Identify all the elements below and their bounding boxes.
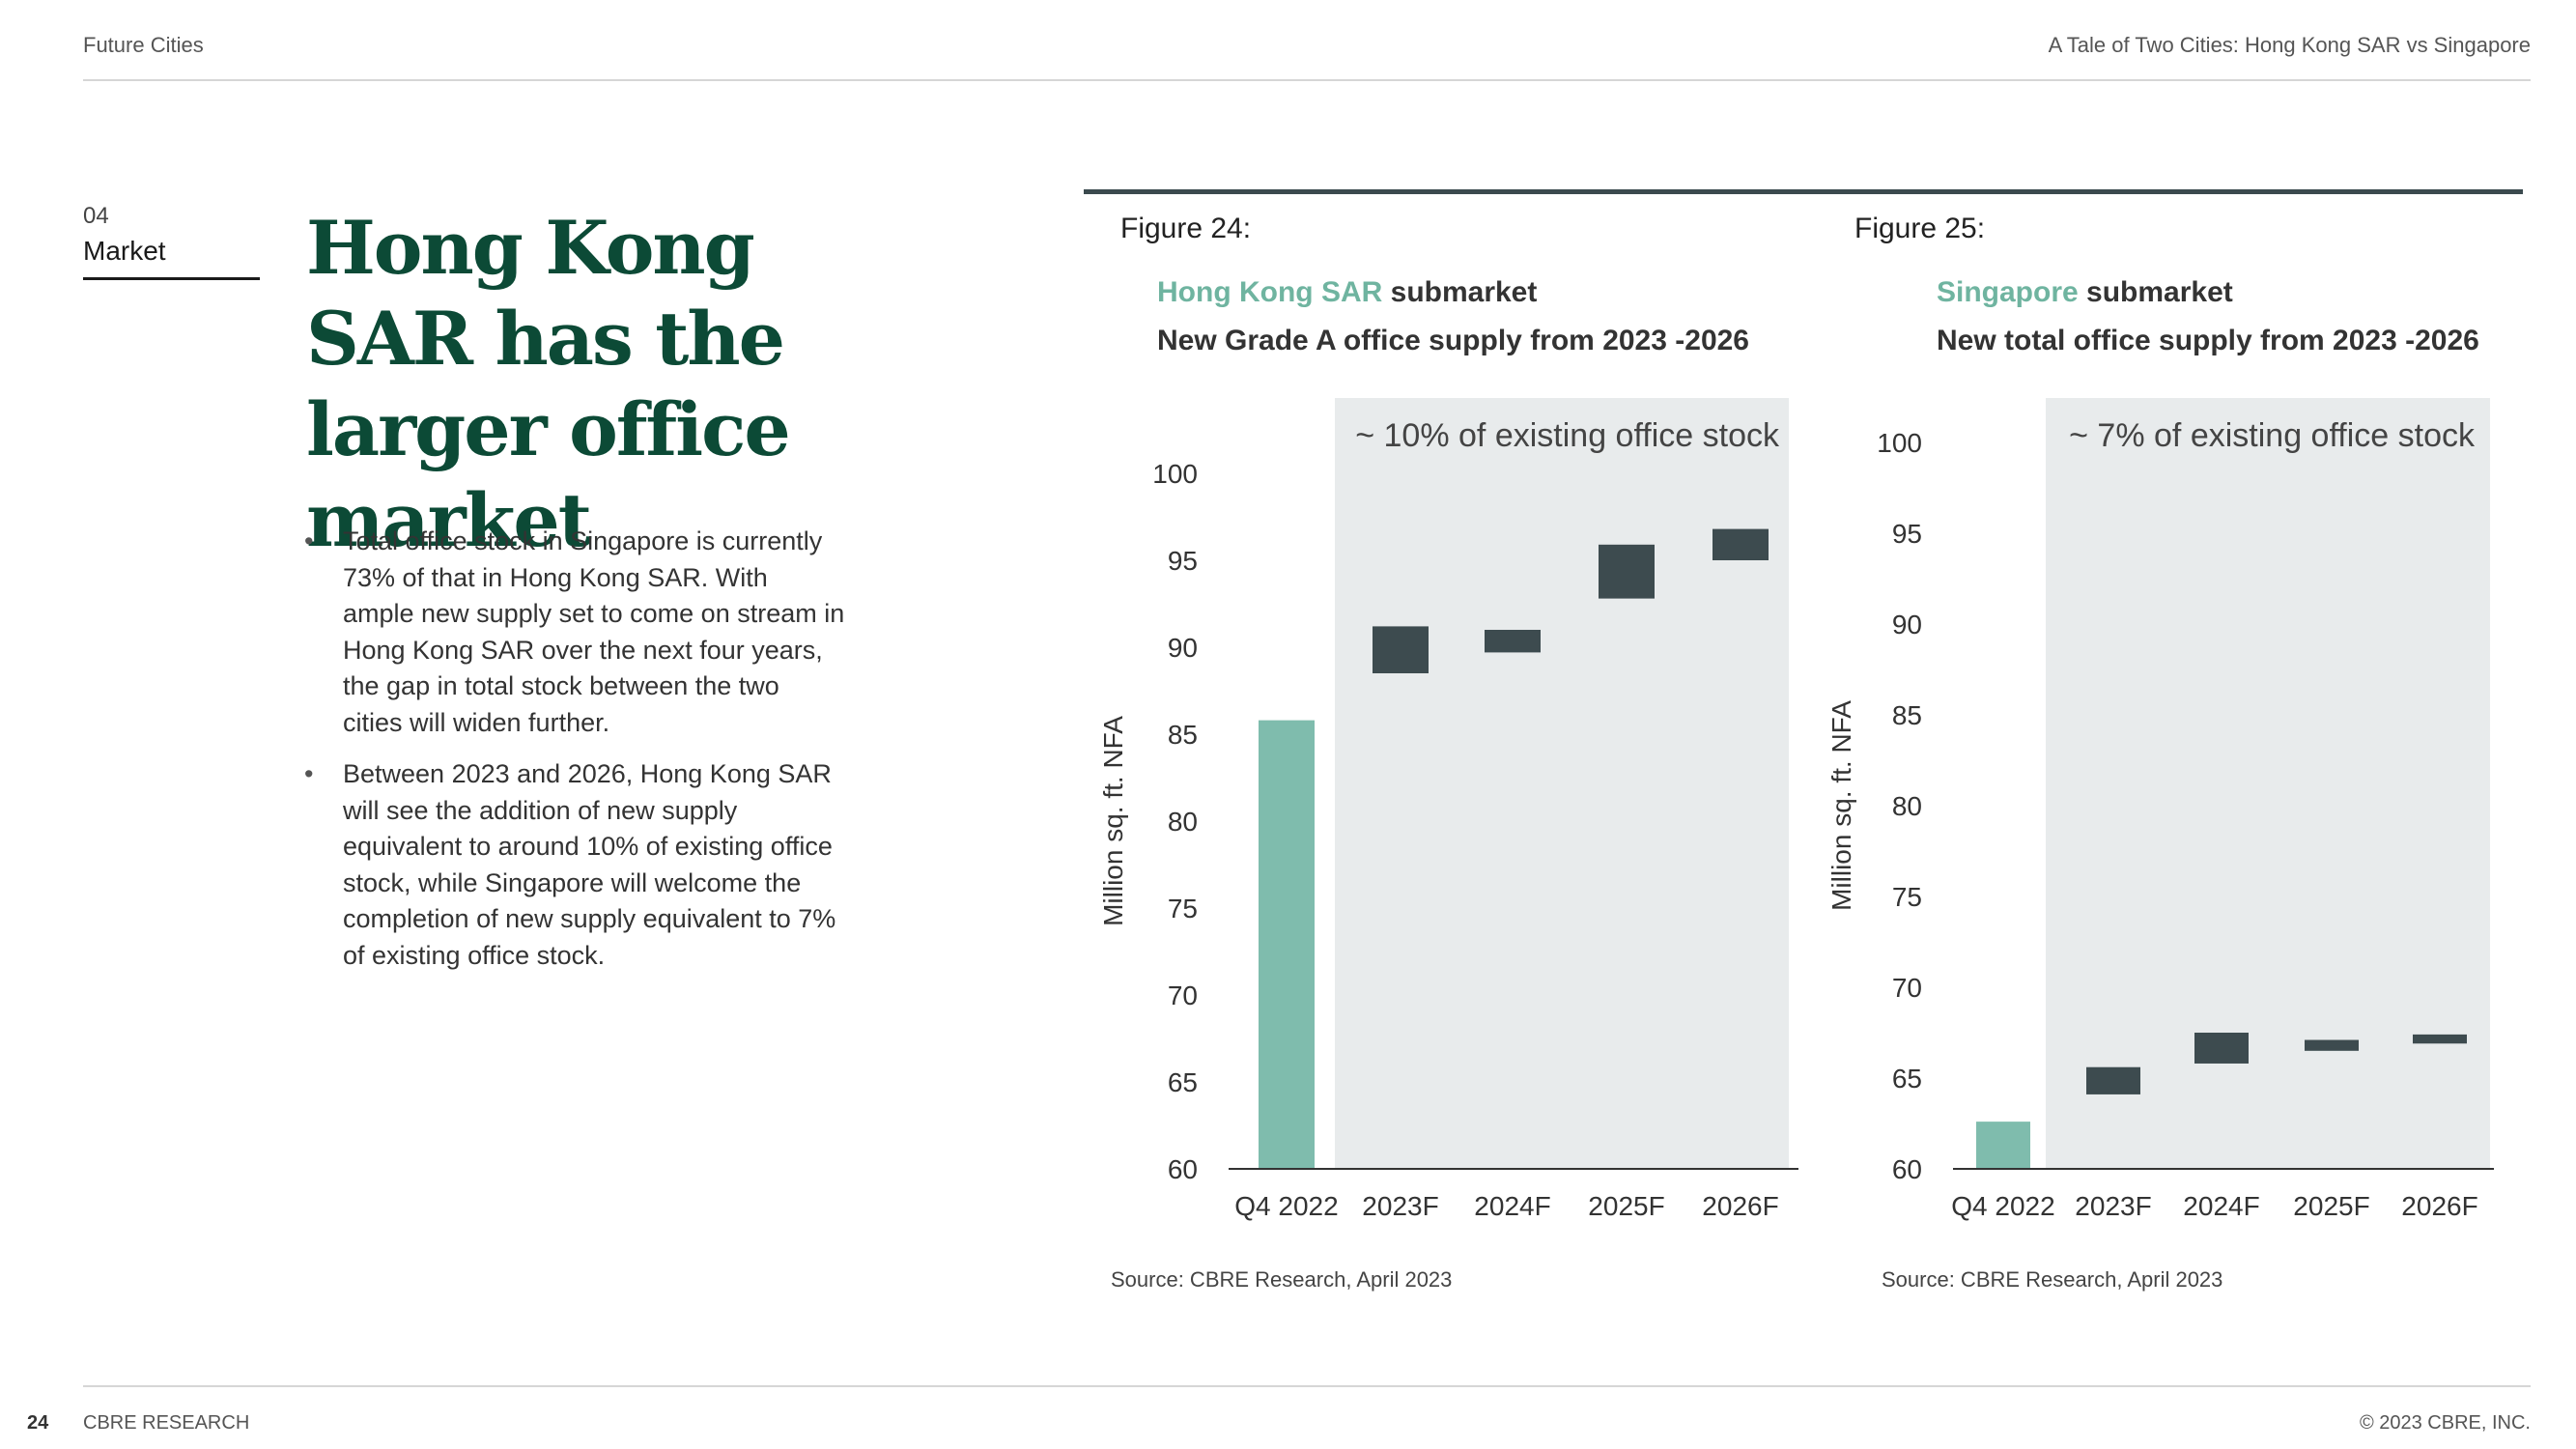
figure-25-subtitle-accent: Singapore <box>1937 276 2079 308</box>
bar-increment <box>1713 528 1769 560</box>
x-tick-label: Q4 2022 <box>1951 1191 2054 1221</box>
chart-annotation: ~ 7% of existing office stock <box>2069 417 2476 454</box>
y-tick-label: 90 <box>1168 633 1198 663</box>
bullet-item: Between 2023 and 2026, Hong Kong SAR wil… <box>304 756 845 974</box>
figure-24-label: Figure 24: <box>1120 213 1252 244</box>
figure-24-source: Source: CBRE Research, April 2023 <box>1111 1267 1453 1292</box>
sg-supply-chart: ~ 7% of existing office stock 60 65 70 75 80 8… <box>1826 398 2494 1221</box>
page-title: Hong Kong SAR has the larger office mark… <box>306 205 791 563</box>
header-divider <box>83 79 2531 81</box>
x-tick-label: 2025F <box>2293 1191 2369 1221</box>
figure-25-subtitle: Singapore submarket <box>1937 276 2233 309</box>
y-tick-label: 85 <box>1892 700 1922 730</box>
bar-increment <box>1373 626 1429 673</box>
figure-25-source: Source: CBRE Research, April 2023 <box>1882 1267 2223 1292</box>
figure-24-subtitle-accent: Hong Kong SAR <box>1157 276 1383 308</box>
x-tick-label: 2023F <box>1362 1191 1438 1221</box>
chart-annotation: ~ 10% of existing office stock <box>1355 417 1780 454</box>
figure-24-subtitle2: New Grade A office supply from 2023 -202… <box>1157 325 1749 356</box>
y-tick-label: 75 <box>1892 882 1922 912</box>
x-tick-label: 2026F <box>1702 1191 1778 1221</box>
y-tick-label: 95 <box>1168 546 1198 576</box>
forecast-shade <box>2046 398 2490 1169</box>
y-tick-label: 90 <box>1892 610 1922 639</box>
y-tick-label: 70 <box>1168 980 1198 1010</box>
y-tick-label: 100 <box>1877 428 1922 458</box>
figure-25-subtitle-rest: submarket <box>2078 276 2233 308</box>
x-tick-label: 2026F <box>2401 1191 2477 1221</box>
figure-24-subtitle: Hong Kong SAR submarket <box>1157 276 1537 309</box>
hk-supply-chart: ~ 10% of existing office stock 60 65 70 75 80… <box>1098 398 1798 1221</box>
figure-25-label: Figure 25: <box>1854 213 1986 244</box>
figure-25-subtitle2: New total office supply from 2023 -2026 <box>1937 325 2479 356</box>
bar-increment <box>2413 1034 2467 1044</box>
y-tick-label: 100 <box>1152 459 1198 489</box>
x-tick-label: 2024F <box>2183 1191 2259 1221</box>
bullet-item: Total office stock in Singapore is curre… <box>304 524 845 741</box>
y-tick-label: 80 <box>1892 791 1922 821</box>
footer-brand: CBRE RESEARCH <box>83 1412 250 1434</box>
x-tick-label: 2025F <box>1588 1191 1664 1221</box>
y-tick-label: 85 <box>1168 720 1198 750</box>
figures-top-rule <box>1084 189 2523 194</box>
section-number: 04 <box>83 203 109 229</box>
y-tick-label: 75 <box>1168 894 1198 923</box>
footer-copyright: © 2023 CBRE, INC. <box>2359 1412 2531 1434</box>
section-underline <box>83 277 260 280</box>
y-tick-label: 70 <box>1892 973 1922 1003</box>
footer-divider <box>83 1385 2531 1387</box>
y-tick-label: 65 <box>1892 1064 1922 1094</box>
bullet-list: Total office stock in Singapore is curre… <box>304 524 845 989</box>
y-axis-label: Million sq. ft. NFA <box>1826 700 1856 911</box>
y-tick-label: 80 <box>1168 807 1198 837</box>
x-tick-label: 2024F <box>1474 1191 1550 1221</box>
y-tick-label: 95 <box>1892 519 1922 549</box>
y-tick-label: 60 <box>1168 1154 1198 1184</box>
page-number: 24 <box>27 1412 49 1434</box>
bar-base <box>1976 1122 2030 1169</box>
bar-increment <box>2305 1039 2359 1051</box>
bar-increment <box>1485 630 1541 653</box>
x-tick-label: Q4 2022 <box>1234 1191 1338 1221</box>
header-left: Future Cities <box>83 33 204 57</box>
bar-base <box>1259 720 1315 1169</box>
x-tick-label: 2023F <box>2075 1191 2151 1221</box>
header-right: A Tale of Two Cities: Hong Kong SAR vs S… <box>2048 33 2531 57</box>
figure-24-subtitle-rest: submarket <box>1382 276 1538 308</box>
section-name: Market <box>83 236 166 266</box>
y-axis-label: Million sq. ft. NFA <box>1098 716 1128 926</box>
y-tick-label: 65 <box>1168 1067 1198 1097</box>
bar-increment <box>2086 1066 2140 1094</box>
y-tick-label: 60 <box>1892 1154 1922 1184</box>
bar-increment <box>2194 1033 2249 1064</box>
forecast-shade <box>1335 398 1789 1169</box>
bar-increment <box>1599 544 1655 599</box>
